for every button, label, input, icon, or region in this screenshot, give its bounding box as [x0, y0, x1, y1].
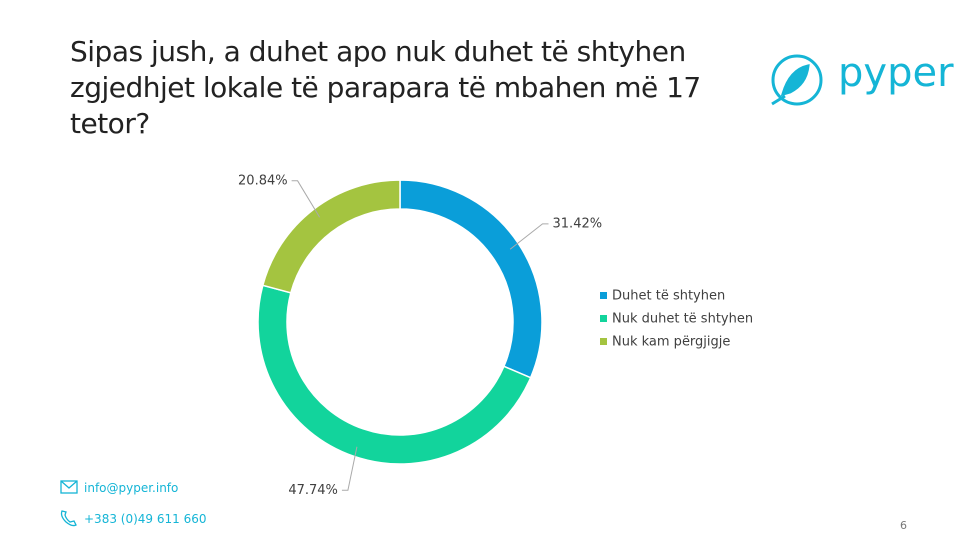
legend-swatch	[600, 315, 607, 322]
donut-segment	[257, 284, 532, 465]
leader-line	[341, 446, 358, 491]
phone: +383 (0)49 611 660	[84, 512, 207, 526]
email-icon	[60, 480, 78, 494]
legend-label: Nuk duhet të shtyhen	[612, 312, 753, 327]
logo-text: pyper	[838, 50, 954, 96]
data-label: 31.42%	[553, 216, 603, 231]
chart-title: Sipas jush, a duhet apo nuk duhet të sht…	[70, 35, 701, 140]
email: info@pyper.info	[84, 481, 179, 495]
logo-icon	[771, 54, 823, 106]
legend-swatch	[600, 338, 607, 345]
donut-segment	[261, 179, 401, 294]
data-label: 47.74%	[288, 483, 338, 498]
leader-line	[291, 180, 321, 218]
legend-label: Nuk kam përgjigje	[612, 335, 730, 350]
legend-label: Duhet të shtyhen	[612, 289, 725, 304]
legend-swatch	[600, 292, 607, 299]
phone-icon	[60, 510, 77, 527]
leader-line	[509, 223, 549, 250]
donut-segment	[399, 179, 543, 379]
data-label: 20.84%	[238, 173, 288, 188]
page-number: 6	[900, 519, 907, 532]
